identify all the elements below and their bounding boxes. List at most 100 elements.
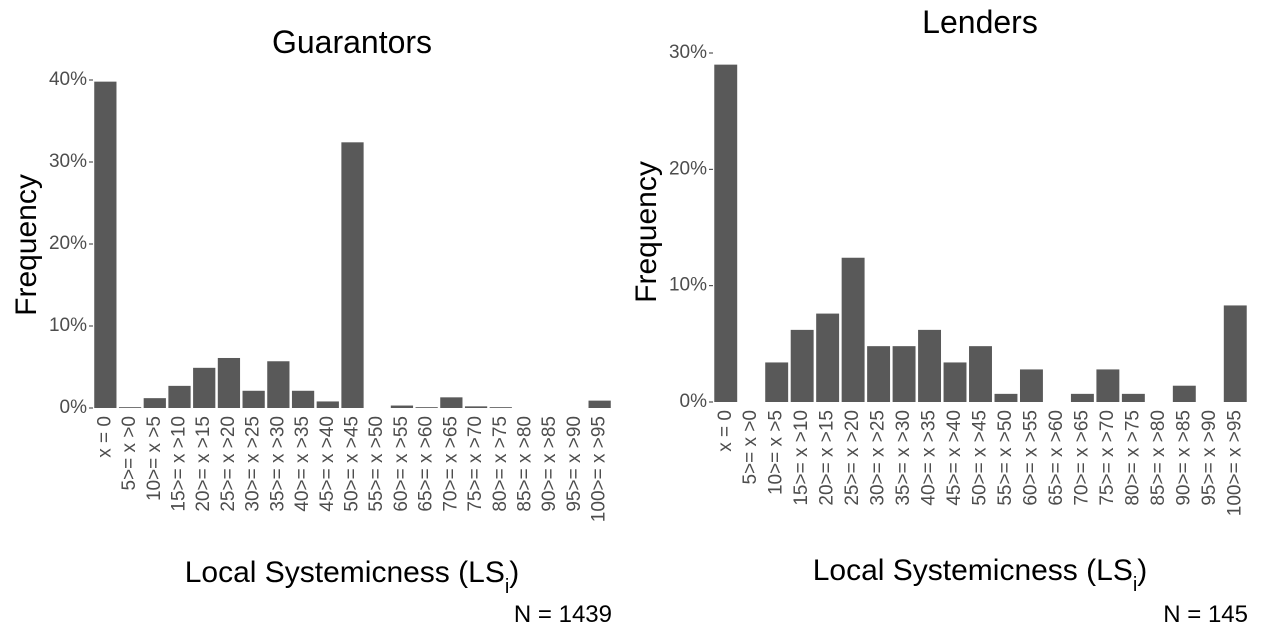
bar bbox=[217, 357, 241, 408]
bar bbox=[892, 346, 916, 402]
bar bbox=[841, 257, 865, 402]
x-tick-label: 45>= x >40 bbox=[317, 416, 338, 512]
x-tick-label: 85>= x >80 bbox=[1148, 410, 1169, 506]
y-tick-label: 10% bbox=[669, 275, 707, 296]
bar bbox=[94, 81, 117, 408]
bar bbox=[918, 329, 942, 402]
x-axis-label-part: i bbox=[505, 576, 509, 598]
chart-title: Lenders bbox=[922, 4, 1038, 40]
y-tick-label: 10% bbox=[49, 315, 87, 336]
bar bbox=[1019, 369, 1043, 402]
x-tick-label: 95>= x >90 bbox=[564, 416, 585, 512]
bar bbox=[291, 390, 315, 408]
bar bbox=[1070, 393, 1094, 402]
bar bbox=[867, 346, 891, 402]
x-tick-label: 75>= x >70 bbox=[465, 416, 486, 512]
bar bbox=[816, 313, 840, 402]
bar bbox=[489, 407, 512, 408]
x-tick-label: 30>= x >25 bbox=[243, 416, 264, 512]
bar bbox=[316, 401, 339, 408]
x-tick-label: 35>= x >30 bbox=[267, 416, 288, 512]
bar bbox=[168, 385, 191, 408]
x-tick-label: 65>= x >60 bbox=[416, 416, 437, 512]
x-axis-label: Local Systemicness (LSi) bbox=[813, 554, 1148, 596]
x-tick-label: 30>= x >25 bbox=[868, 410, 889, 506]
x-tick-label: 25>= x >20 bbox=[842, 410, 863, 506]
bar bbox=[267, 361, 290, 408]
bar bbox=[143, 398, 166, 408]
x-axis-label-part: ) bbox=[509, 556, 519, 589]
x-tick-label: 45>= x >40 bbox=[944, 410, 965, 506]
x-tick-label: 20>= x >15 bbox=[193, 416, 214, 512]
x-tick-label: 40>= x >35 bbox=[292, 416, 313, 512]
y-axis-label: Frequency bbox=[10, 174, 43, 316]
bar bbox=[341, 142, 364, 408]
annotation: N = 145 bbox=[1163, 601, 1248, 628]
x-tick-label: 5>= x >0 bbox=[740, 410, 761, 484]
x-tick-label: 25>= x >20 bbox=[218, 416, 239, 512]
x-tick-label: 65>= x >60 bbox=[1046, 410, 1067, 506]
x-tick-label: 55>= x >50 bbox=[995, 410, 1016, 506]
y-tick-label: 20% bbox=[669, 158, 707, 179]
y-tick-label: 30% bbox=[49, 151, 87, 172]
x-tick-label: 10>= x >5 bbox=[144, 416, 165, 501]
x-tick-label: 70>= x >65 bbox=[1071, 410, 1092, 506]
bar bbox=[118, 407, 142, 408]
chart-title: Guarantors bbox=[272, 24, 432, 60]
x-tick-label: 5>= x >0 bbox=[119, 416, 140, 490]
x-tick-label: 55>= x >50 bbox=[366, 416, 387, 512]
bar bbox=[1172, 385, 1196, 402]
x-axis-label-part: Local Systemicness (LS bbox=[813, 554, 1133, 587]
annotation: N = 1439 bbox=[514, 601, 612, 628]
y-axis-label: Frequency bbox=[630, 161, 663, 303]
bar bbox=[790, 329, 814, 402]
y-tick-label: 30% bbox=[669, 42, 707, 63]
bar bbox=[1223, 305, 1247, 402]
bar bbox=[969, 346, 992, 402]
bar bbox=[242, 390, 265, 408]
x-tick-label: 35>= x >30 bbox=[893, 410, 914, 506]
x-tick-label: 60>= x >55 bbox=[1020, 410, 1041, 506]
bar bbox=[588, 400, 611, 408]
x-tick-label: x = 0 bbox=[715, 410, 736, 452]
x-tick-label: 15>= x >10 bbox=[791, 410, 812, 506]
x-tick-label: 100>= x >95 bbox=[1224, 410, 1245, 516]
x-tick-label: 80>= x >75 bbox=[1122, 410, 1143, 506]
bar bbox=[943, 362, 967, 402]
bar bbox=[765, 362, 789, 402]
bar bbox=[390, 405, 414, 408]
x-axis-label-part: i bbox=[1133, 574, 1137, 596]
x-tick-label: 50>= x >45 bbox=[970, 410, 991, 506]
bar bbox=[1121, 393, 1145, 402]
x-tick-label: 100>= x >95 bbox=[589, 416, 610, 522]
x-axis-label: Local Systemicness (LSi) bbox=[185, 556, 520, 598]
x-tick-label: 60>= x >55 bbox=[391, 416, 412, 512]
y-tick-label: 0% bbox=[680, 391, 708, 412]
bar bbox=[1096, 369, 1120, 402]
bar bbox=[193, 367, 216, 408]
bar bbox=[415, 407, 438, 408]
x-tick-label: 70>= x >65 bbox=[440, 416, 461, 512]
x-tick-label: 20>= x >15 bbox=[817, 410, 838, 506]
bar bbox=[440, 397, 463, 408]
y-tick-label: 40% bbox=[49, 69, 87, 90]
x-axis-label-part: ) bbox=[1137, 554, 1147, 587]
x-tick-label: x = 0 bbox=[94, 416, 115, 458]
x-tick-label: 80>= x >75 bbox=[490, 416, 511, 512]
bar bbox=[464, 406, 488, 408]
bar bbox=[714, 64, 738, 402]
x-tick-label: 40>= x >35 bbox=[919, 410, 940, 506]
y-tick-label: 20% bbox=[49, 233, 87, 254]
x-tick-label: 10>= x >5 bbox=[766, 410, 787, 495]
x-tick-label: 85>= x >80 bbox=[515, 416, 536, 512]
bar bbox=[994, 393, 1018, 402]
x-tick-label: 50>= x >45 bbox=[342, 416, 363, 512]
x-tick-label: 90>= x >85 bbox=[539, 416, 560, 512]
y-tick-label: 0% bbox=[60, 397, 88, 418]
x-tick-label: 75>= x >70 bbox=[1097, 410, 1118, 506]
x-axis-label-part: Local Systemicness (LS bbox=[185, 556, 505, 589]
x-tick-label: 95>= x >90 bbox=[1199, 410, 1220, 506]
x-tick-label: 15>= x >10 bbox=[169, 416, 190, 512]
x-tick-label: 90>= x >85 bbox=[1173, 410, 1194, 506]
